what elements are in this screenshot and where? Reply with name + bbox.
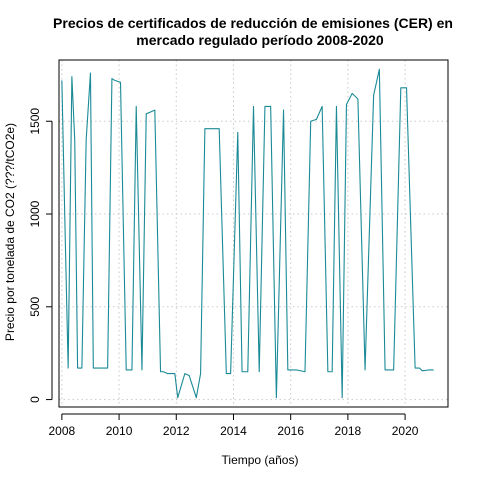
x-tick-label-5: 2018 [335,424,362,438]
y-tick-label-0: 0 [28,396,42,403]
chart-title-line-2: mercado regulado período 2008-2020 [136,32,384,48]
x-tick-label-1: 2010 [106,424,133,438]
series-line-0 [61,68,434,399]
chart-title-line-1: Precios de certificados de reducción de … [53,15,453,31]
y-tick-label-1: 500 [28,296,42,316]
plot-frame [58,59,449,408]
axes: 2008 2010 2012 2014 2016 2018 2020 0 500 1000 1500 [28,108,419,438]
series-layer [61,68,434,399]
x-tick-label-3: 2014 [220,424,247,438]
y-tick-label-2: 1000 [28,200,42,227]
y-tick-label-3: 1500 [28,108,42,135]
x-tick-label-2: 2012 [163,424,190,438]
x-tick-label-4: 2016 [277,424,304,438]
x-axis-label: Tiempo (años) [222,453,299,467]
y-axis-label: Precio por tonelada de CO2 (???/tCO2e) [3,123,17,341]
x-tick-label-6: 2020 [392,424,419,438]
x-tick-label-0: 2008 [49,424,76,438]
